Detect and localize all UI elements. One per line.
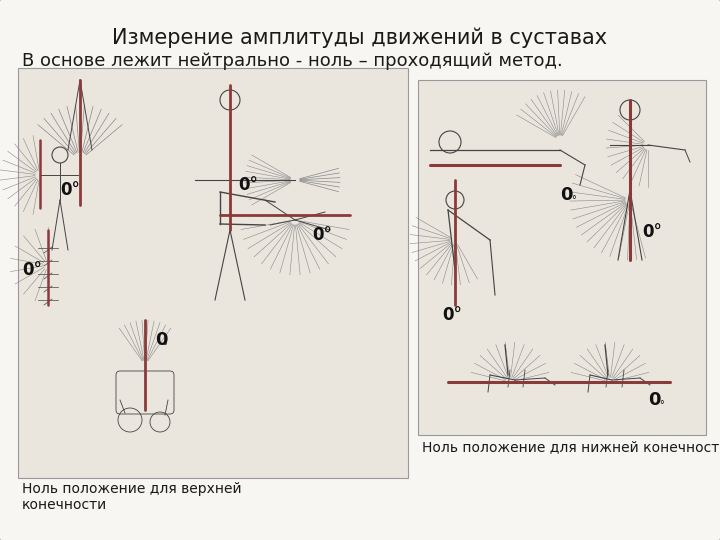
Text: 0°: 0° bbox=[60, 181, 80, 199]
Text: В основе лежит нейтрально - ноль – проходящий метод.: В основе лежит нейтрально - ноль – прохо… bbox=[22, 52, 563, 70]
Text: Измерение амплитуды движений в суставах: Измерение амплитуды движений в суставах bbox=[112, 28, 608, 49]
Text: °: ° bbox=[162, 341, 167, 351]
Text: 0°: 0° bbox=[642, 223, 662, 241]
Text: Ноль положение для нижней конечности: Ноль положение для нижней конечности bbox=[422, 440, 720, 454]
Text: 0: 0 bbox=[155, 331, 168, 349]
Text: 0: 0 bbox=[560, 186, 572, 204]
Text: 0°: 0° bbox=[312, 226, 332, 244]
FancyBboxPatch shape bbox=[418, 80, 706, 435]
Text: 0: 0 bbox=[648, 391, 660, 409]
Text: Ноль положение для верхней
конечности: Ноль положение для верхней конечности bbox=[22, 482, 242, 512]
Text: 0°: 0° bbox=[238, 176, 258, 194]
Text: °: ° bbox=[571, 195, 576, 205]
FancyBboxPatch shape bbox=[18, 68, 408, 478]
Text: °: ° bbox=[659, 400, 664, 410]
Text: 0°: 0° bbox=[442, 306, 462, 324]
Text: 0°: 0° bbox=[22, 261, 42, 279]
